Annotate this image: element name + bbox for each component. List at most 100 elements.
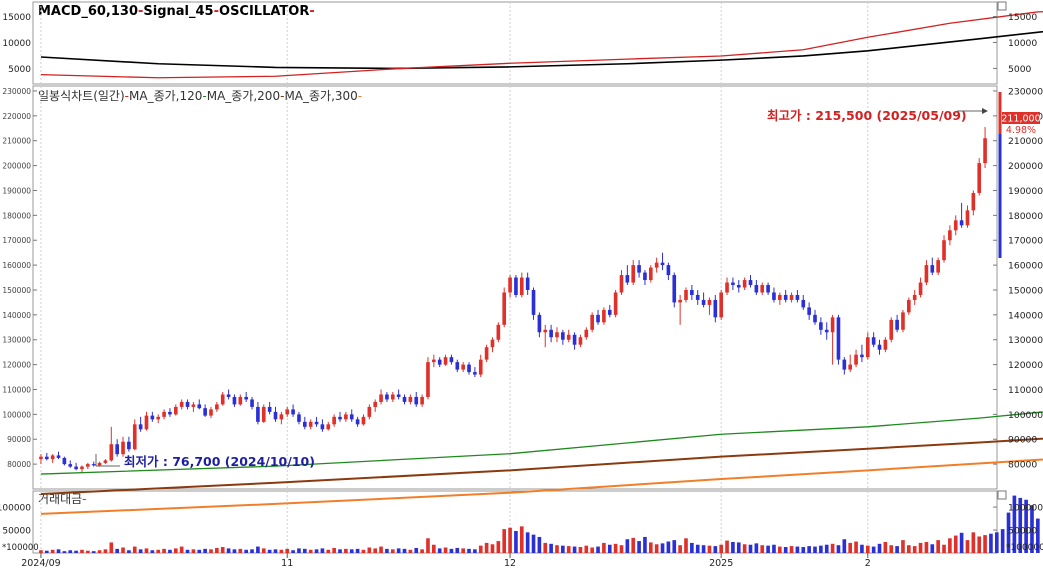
candle-body (338, 416, 342, 420)
volume-bar (625, 539, 630, 553)
volume-bar (907, 545, 911, 553)
candle-body (654, 262, 659, 268)
candle-body (783, 294, 788, 300)
price-tick-label: 100000 (1008, 410, 1043, 421)
candle-body (596, 314, 600, 323)
volume-bar (519, 526, 524, 553)
price-left-tick-label: 160000 (2, 261, 31, 270)
volume-bar (602, 542, 606, 553)
candle-body (713, 299, 718, 318)
macd-scroll-button[interactable] (997, 1, 1007, 11)
volume-bar (455, 547, 460, 553)
candle-body (525, 277, 530, 290)
volume-bar (1030, 505, 1034, 553)
volume-bar (596, 546, 600, 553)
volume-bar (537, 536, 542, 553)
volume-bar (566, 546, 571, 553)
volume-bar (379, 546, 383, 553)
macd-left-tick-label: 5000 (8, 65, 31, 75)
candle-body (156, 416, 161, 420)
candle-body (162, 411, 166, 417)
volume-bar (168, 549, 172, 553)
volume-bar (408, 549, 413, 553)
candle-body (173, 406, 178, 415)
candle-body (39, 456, 43, 460)
candle-body (572, 334, 577, 345)
price-tick-label: 230000 (1008, 86, 1043, 97)
volume-bar (1012, 495, 1017, 553)
volume-bar (924, 541, 929, 553)
volume-bar (584, 545, 589, 553)
candle-body (637, 265, 641, 273)
candle-body (68, 464, 73, 467)
candle-body (519, 277, 524, 295)
candle-body (320, 424, 325, 430)
candle-body (86, 464, 90, 467)
candle-body (326, 424, 331, 430)
volume-bar (256, 546, 260, 553)
volume-bar (871, 546, 876, 553)
volume-bar (490, 544, 495, 553)
volume-bar (115, 548, 119, 553)
volume-bar (209, 549, 213, 553)
volume-bar (56, 549, 61, 553)
candle-body (660, 262, 665, 266)
candle-body (232, 396, 237, 405)
candle-body (461, 364, 465, 370)
candle-body (390, 394, 395, 400)
volume-bar (912, 546, 917, 553)
volume-bar (185, 549, 190, 553)
candle-body (385, 394, 389, 400)
candle-body (408, 396, 413, 402)
volume-bar (778, 546, 782, 553)
candle-body (613, 292, 618, 315)
price-tick-label: 140000 (1008, 310, 1043, 321)
volume-tick-label: 100000 (1008, 503, 1043, 514)
candle-body (344, 414, 348, 420)
candle-body (273, 411, 278, 420)
volume-bar (660, 543, 665, 553)
volume-bar (109, 542, 114, 553)
candle-body (877, 344, 882, 350)
signal-line (40, 30, 1043, 70)
price-tick-label: 150000 (1008, 285, 1043, 296)
candle-body (561, 332, 565, 340)
volume-bar (86, 550, 90, 553)
candle-body (983, 138, 987, 164)
volume-bar (191, 549, 196, 553)
candle-body (74, 466, 78, 470)
candle-body (109, 444, 114, 461)
macd-title: MACD_60,130-Signal_45-OSCILLATOR- (38, 4, 315, 19)
volume-bar (432, 544, 436, 553)
candle-body (930, 265, 935, 273)
ma120-line (40, 411, 1043, 475)
candle-body (168, 411, 172, 415)
volume-bar (1006, 512, 1011, 553)
volume-bar (690, 542, 694, 553)
candle-body (432, 359, 436, 363)
volume-bar (830, 543, 835, 553)
candle-body (303, 421, 307, 427)
candle-body (648, 267, 653, 281)
candle-body (584, 329, 589, 338)
volume-bar (437, 548, 442, 553)
volume-bar (279, 549, 284, 553)
volume-bar (244, 549, 248, 553)
price-left-tick-label: 110000 (2, 385, 31, 394)
volume-bar (414, 547, 419, 553)
volume-bar (824, 544, 829, 553)
price-left-tick-label: 140000 (2, 311, 31, 320)
volume-bar (877, 543, 882, 553)
volume-bar (355, 548, 360, 553)
volume-bar (883, 541, 888, 553)
volume-scroll-button[interactable] (997, 490, 1007, 500)
candle-body (602, 309, 606, 323)
candle-body (285, 409, 290, 415)
volume-bar (836, 545, 841, 553)
candle-body (830, 317, 835, 333)
volume-bar (402, 548, 407, 553)
price-tick-label: 110000 (1008, 385, 1043, 396)
volume-bar (819, 545, 823, 553)
volume-bar (731, 541, 735, 553)
price-tick-label: 200000 (1008, 161, 1043, 172)
